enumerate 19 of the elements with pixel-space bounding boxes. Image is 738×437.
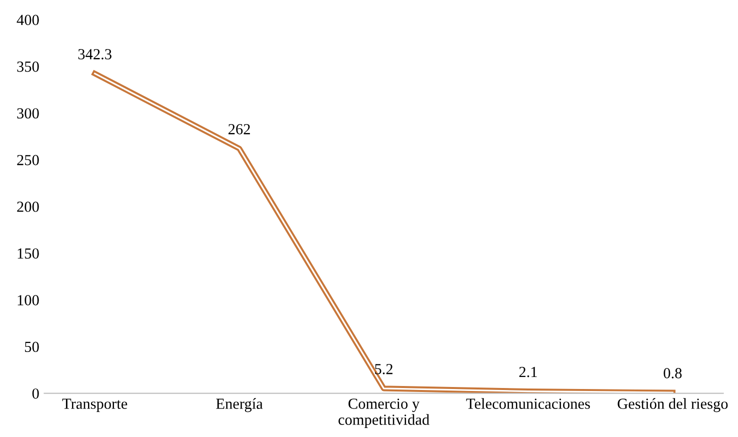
x-tick-label: Comercio y competitividad xyxy=(338,398,430,428)
y-tick-label: 100 xyxy=(18,295,39,306)
data-label: 2.1 xyxy=(519,366,537,378)
x-tick-label: Telecomunicaciones xyxy=(466,398,590,409)
x-tick-label: Energía xyxy=(216,398,263,412)
data-label: 262 xyxy=(228,124,250,134)
data-label: 5.2 xyxy=(375,364,392,374)
y-tick-label: 150 xyxy=(18,248,39,259)
x-tick-label: Gestión del riesgo xyxy=(618,398,728,412)
y-tick-label: 350 xyxy=(17,62,39,72)
data-label: 342.3 xyxy=(78,49,112,60)
y-tick-label: 200 xyxy=(17,202,39,212)
y-tick-label: 250 xyxy=(17,154,39,166)
y-tick-label: 0 xyxy=(32,388,39,399)
y-tick-label: 400 xyxy=(16,14,39,26)
data-label: 0.8 xyxy=(664,368,682,378)
y-tick-label: 50 xyxy=(25,342,39,352)
x-tick-label: Transporte xyxy=(62,398,128,412)
y-tick-label: 300 xyxy=(17,108,39,119)
